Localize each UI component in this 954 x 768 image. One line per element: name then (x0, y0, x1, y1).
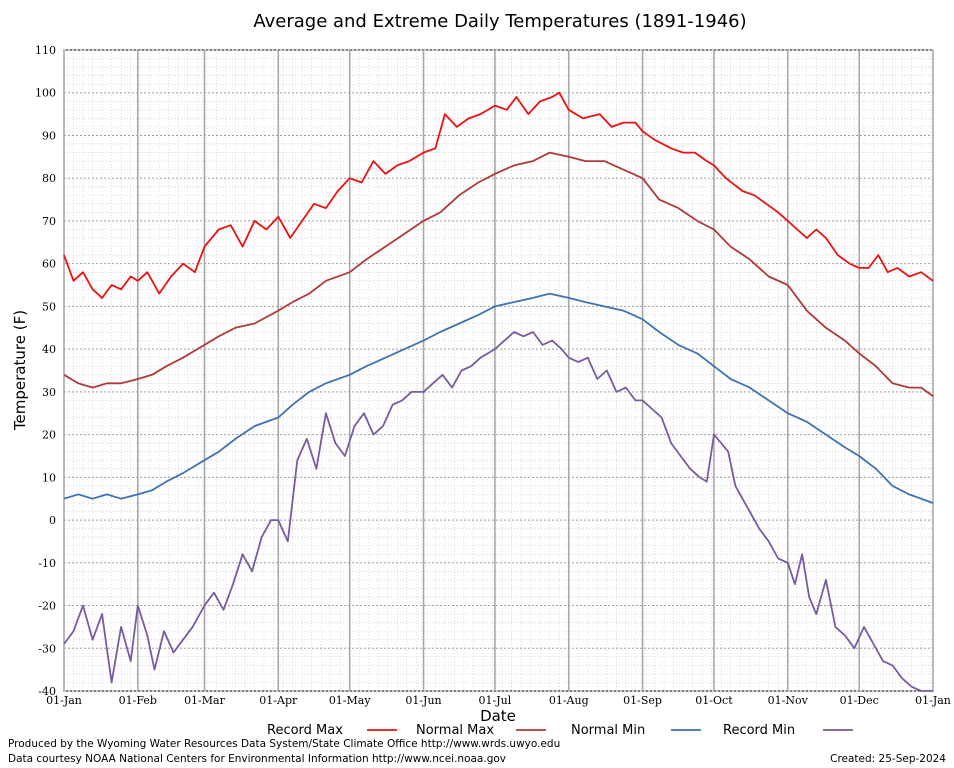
x-tick-label: 01-Jul (479, 694, 512, 707)
series-line-record-min (63, 331, 933, 692)
x-tick-label: 01-Feb (119, 694, 157, 707)
y-tick-label: 10 (42, 471, 56, 484)
x-tick-label: 01-Sep (623, 694, 662, 707)
y-tick-labels: -40 -30 -20 -10 0 10 20 30 40 50 60 70 80 90 100 110 (35, 44, 56, 698)
y-tick-label: 50 (42, 300, 56, 313)
footer-data-courtesy: Data courtesy NOAA National Centers for … (8, 753, 507, 765)
x-tick-label: 01-Jun (405, 694, 441, 707)
y-tick-label: 70 (42, 215, 56, 228)
x-tick-label: 01-Jan (915, 694, 951, 707)
series-line-normal-min (63, 292, 934, 504)
chart-title: Average and Extreme Daily Temperatures (… (253, 11, 746, 32)
grid-layer (63, 49, 934, 692)
plot-area-frame (63, 49, 934, 692)
legend-label-record-max: Record Max (267, 723, 343, 738)
y-tick-label: 20 (42, 429, 56, 442)
x-tick-label: 01-Jan (46, 694, 82, 707)
legend: Record Max Normal Max Normal Min Record Min (267, 723, 853, 738)
series-line-normal-max (63, 151, 934, 397)
series-layer (63, 91, 934, 692)
series-line-record-max (63, 91, 934, 299)
y-tick-label: -20 (38, 600, 56, 613)
x-tick-label: 01-Aug (549, 694, 589, 707)
x-tick-label: 01-Oct (695, 694, 733, 707)
y-tick-label: 90 (42, 129, 56, 142)
legend-label-normal-max: Normal Max (416, 723, 494, 738)
legend-label-normal-min: Normal Min (571, 723, 645, 738)
x-tick-label: 01-Dec (840, 694, 879, 707)
y-tick-label: 80 (42, 172, 56, 185)
y-tick-label: -30 (38, 642, 56, 655)
y-tick-label: 30 (42, 386, 56, 399)
x-tick-label: 01-Mar (184, 694, 226, 707)
y-axis-label: Temperature (F) (11, 310, 29, 431)
x-tick-label: 01-Apr (259, 694, 298, 707)
x-tick-label: 01-Nov (768, 694, 809, 707)
footer-produced-by: Produced by the Wyoming Water Resources … (8, 738, 561, 750)
y-tick-label: 110 (35, 44, 56, 57)
y-tick-label: 0 (49, 514, 56, 527)
legend-label-record-min: Record Min (723, 723, 795, 738)
y-tick-label: -40 (38, 685, 56, 698)
x-tick-label: 01-May (329, 694, 372, 707)
x-tick-labels: 01-Jan 01-Feb 01-Mar 01-Apr 01-May 01-Jun 01-J… (46, 694, 951, 707)
y-tick-label: 40 (42, 343, 56, 356)
y-tick-label: 100 (35, 87, 56, 100)
y-tick-label: -10 (38, 557, 56, 570)
x-axis-label: Date (480, 707, 516, 725)
footer-created-date: Created: 25-Sep-2024 (830, 753, 946, 765)
y-tick-label: 60 (42, 258, 56, 271)
